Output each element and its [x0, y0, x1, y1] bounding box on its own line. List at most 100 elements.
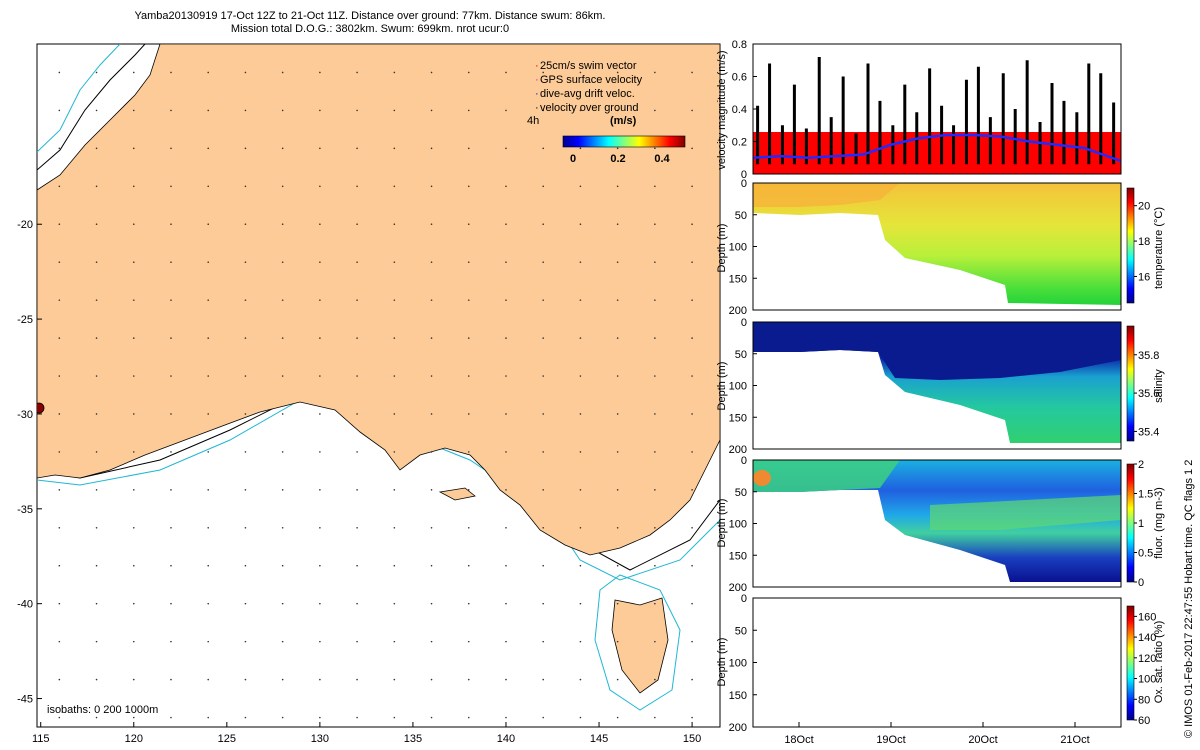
grid-dot	[691, 71, 693, 74]
temperature-section	[753, 183, 1121, 305]
grid-dot	[356, 299, 358, 301]
grid-dot	[170, 716, 172, 719]
grid-dot	[170, 185, 172, 188]
grid-dot	[616, 564, 619, 567]
velocity-y-tick-label: 0.6	[732, 72, 747, 84]
grid-dot	[691, 299, 693, 301]
grid-dot	[393, 451, 396, 453]
grid-dot	[505, 299, 507, 301]
grid-dot	[244, 716, 247, 719]
grid-dot	[244, 640, 247, 643]
grid-dot	[430, 640, 433, 643]
grid-dot	[356, 526, 358, 529]
grid-dot	[654, 451, 656, 453]
grid-dot	[95, 716, 98, 719]
grid-dot	[319, 640, 321, 643]
grid-dot	[207, 109, 210, 112]
map-x-tick-label: 150	[683, 733, 701, 745]
grid-dot	[542, 413, 545, 415]
grid-dot	[95, 109, 98, 112]
tasmania-isobath-1000m	[594, 574, 681, 711]
grid-dot	[356, 564, 358, 567]
grid-dot	[505, 71, 507, 74]
grid-dot	[281, 602, 284, 605]
grid-dot	[170, 413, 172, 415]
isobath-label: isobaths: 0 200 1000m	[47, 704, 158, 716]
map-x-tick-label: 140	[497, 733, 515, 745]
grid-dot	[691, 223, 693, 226]
grid-dot	[430, 71, 433, 74]
map-x-tick-label: 145	[590, 733, 608, 745]
grid-dot	[356, 602, 358, 605]
colorbar-tick-label: 0	[1138, 577, 1144, 589]
grid-dot	[132, 640, 135, 643]
grid-dot	[542, 71, 545, 74]
grid-dot	[356, 185, 358, 188]
grid-dot	[616, 337, 619, 339]
grid-dot	[244, 337, 247, 339]
grid-dot	[58, 71, 61, 74]
grid-dot	[207, 602, 210, 605]
depth-tick-label: 150	[729, 690, 747, 702]
grid-dot	[616, 640, 619, 643]
grid-dot	[244, 526, 247, 529]
legend-swim-vector: 25cm/s swim vector	[540, 60, 637, 72]
grid-dot	[542, 147, 545, 150]
temperature-depth-axis: 0 50 100 150 200	[729, 178, 757, 317]
grid-dot	[467, 375, 470, 377]
grid-dot	[616, 261, 619, 263]
map-y-tick-label: -30	[17, 409, 33, 421]
grid-dot	[207, 451, 210, 453]
grid-dot	[579, 640, 582, 643]
grid-dot	[430, 299, 433, 301]
grid-dot	[281, 299, 284, 301]
grid-dot	[356, 451, 358, 453]
grid-dot	[691, 147, 693, 150]
grid-dot	[244, 413, 247, 415]
grid-dot	[95, 261, 98, 263]
grid-dot	[654, 375, 656, 377]
grid-dot	[654, 337, 656, 339]
grid-dot	[467, 489, 470, 491]
grid-dot	[319, 413, 321, 415]
grid-dot	[467, 564, 470, 567]
grid-dot	[207, 185, 210, 188]
grid-dot	[430, 489, 433, 491]
grid-dot	[579, 602, 582, 605]
grid-dot	[467, 602, 470, 605]
grid-dot	[579, 564, 582, 567]
grid-dot	[281, 640, 284, 643]
fluorescence-surface-patch	[753, 460, 900, 492]
grid-dot	[505, 716, 507, 719]
grid-dot	[505, 640, 507, 643]
colorbar-tick-label: 80	[1138, 694, 1150, 706]
grid-dot	[579, 413, 582, 415]
grid-dot	[170, 564, 172, 567]
grid-dot	[319, 489, 321, 491]
grid-dot	[319, 71, 321, 74]
grid-dot	[430, 451, 433, 453]
colorbar-tick-label: 35.8	[1138, 350, 1159, 362]
map-colorbar-tick: 0.4	[654, 153, 670, 165]
grid-dot	[542, 716, 545, 719]
grid-dot	[393, 71, 396, 74]
grid-dot	[319, 223, 321, 226]
grid-dot	[58, 602, 61, 605]
oxygen-colorbar-label: Ox. sat. ratio (%)	[1153, 621, 1165, 704]
glider-position-marker	[37, 402, 45, 414]
grid-dot	[505, 564, 507, 567]
grid-dot	[654, 526, 656, 529]
grid-dot	[393, 564, 396, 567]
grid-dot	[207, 261, 210, 263]
grid-dot	[356, 716, 358, 719]
grid-dot	[170, 375, 172, 377]
grid-dot	[356, 375, 358, 377]
grid-dot	[691, 489, 693, 491]
grid-dot	[207, 71, 210, 74]
fluorescence-colorbar-label: fluor. (mg m-3)	[1153, 487, 1165, 559]
grid-dot	[132, 261, 135, 263]
grid-dot	[467, 451, 470, 453]
grid-dot	[467, 147, 470, 150]
grid-dot	[654, 716, 656, 719]
grid-dot	[281, 678, 284, 681]
